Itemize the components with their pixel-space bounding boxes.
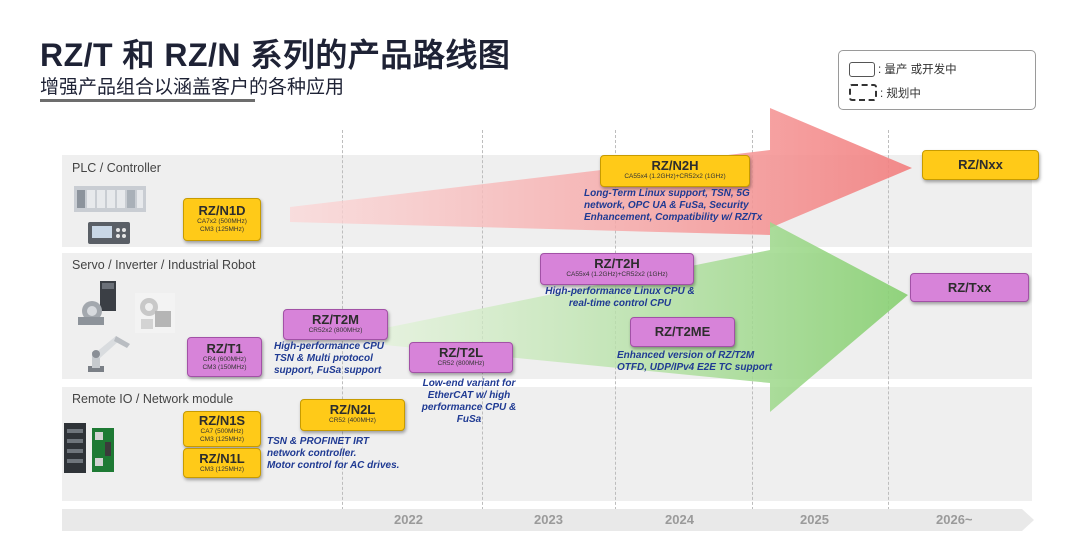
note-line: High-performance CPU xyxy=(274,341,385,352)
legend-label-in-production: : 量产 或开发中 xyxy=(878,64,957,76)
chip-rz-t2l[interactable]: RZ/T2L CR52 (800MHz) xyxy=(409,342,513,373)
note-line: FuSa xyxy=(456,414,482,425)
chip-rz-t2m[interactable]: RZ/T2M CR52x2 (800MHz) xyxy=(283,309,388,340)
note-line: Enhanced version of RZ/T2M xyxy=(617,350,755,361)
chip-rz-t1[interactable]: RZ/T1 CR4 (600MHz) CM3 (150MHz) xyxy=(187,337,262,377)
chip-rz-t2me[interactable]: RZ/T2ME xyxy=(630,317,735,347)
note-rz-n2l: TSN & PROFINET IRT network controller. M… xyxy=(267,436,417,472)
chip-spec: CR4 (600MHz) xyxy=(202,356,247,363)
chip-spec: CR52x2 (800MHz) xyxy=(308,327,363,334)
chip-rz-n1d[interactable]: RZ/N1D CA7x2 (500MHz) CM3 (125MHz) xyxy=(183,198,261,241)
controller-panel-icon xyxy=(88,222,130,244)
industrial-robot-arm-icon xyxy=(88,336,130,372)
year-label-2024: 2024 xyxy=(665,512,694,527)
chip-rz-n1s[interactable]: RZ/N1S CA7 (500MHz) CM3 (125MHz) xyxy=(183,411,261,447)
legend-item-in-production: : 量产 或开发中 xyxy=(849,61,957,77)
band-label-servo-inverter-robot: Servo / Inverter / Industrial Robot xyxy=(72,258,256,272)
note-line: TSN & Multi protocol xyxy=(274,353,373,364)
chip-name: RZ/N2H xyxy=(651,158,699,173)
chip-name: RZ/N1L xyxy=(199,451,245,466)
timeline-arrowhead xyxy=(1022,509,1034,531)
chip-spec: CR52 (400MHz) xyxy=(329,417,376,424)
timeline-bar xyxy=(62,509,1022,531)
chip-rz-nxx[interactable]: RZ/Nxx xyxy=(922,150,1039,180)
chip-name: RZ/T2ME xyxy=(654,324,711,339)
note-line: network, OPC UA & FuSa, Security xyxy=(584,200,749,211)
note-line: performance CPU & xyxy=(421,402,517,413)
note-rz-n2h: Long-Term Linux support, TSN, 5G network… xyxy=(584,188,784,224)
chip-spec: CM3 (150MHz) xyxy=(202,364,247,371)
chip-name: RZ/N1S xyxy=(198,413,246,428)
page-title: RZ/T 和 RZ/N 系列的产品路线图 xyxy=(40,37,511,73)
note-line: Enhancement, Compatibility w/ RZ/Tx xyxy=(584,212,763,223)
chip-name: RZ/T1 xyxy=(206,341,243,356)
chip-rz-n2l[interactable]: RZ/N2L CR52 (400MHz) xyxy=(300,399,405,431)
chip-spec: CM3 (125MHz) xyxy=(199,436,245,443)
note-line: Low-end variant for xyxy=(422,378,516,389)
chip-spec: CA55x4 (1.2GHz)+CR52x2 (1GHz) xyxy=(566,271,668,278)
note-line: EtherCAT w/ high xyxy=(427,390,511,401)
note-line: network controller. xyxy=(267,448,357,459)
chip-spec: CM3 (125MHz) xyxy=(199,226,245,233)
note-line: Motor control for AC drives. xyxy=(267,460,400,471)
page-subtitle: 增强产品组合以涵盖客户的各种应用 xyxy=(40,77,345,98)
title-underline xyxy=(40,99,255,102)
chip-spec: CR52 (800MHz) xyxy=(437,360,485,367)
remote-io-module-icon xyxy=(64,423,86,473)
note-line: OTFD, UDP/IPv4 E2E TC support xyxy=(617,362,773,373)
chip-name: RZ/Nxx xyxy=(958,157,1003,172)
year-label-2025: 2025 xyxy=(800,512,829,527)
chip-name: RZ/Txx xyxy=(947,280,992,295)
note-line: support, FuSa support xyxy=(274,365,382,376)
servo-motor-icon xyxy=(78,281,116,325)
servo-drive-icon xyxy=(135,293,175,333)
band-label-plc-controller: PLC / Controller xyxy=(72,161,161,175)
note-rz-t2me: Enhanced version of RZ/T2M OTFD, UDP/IPv… xyxy=(617,350,797,374)
note-rz-t2h: High-performance Linux CPU & real-time c… xyxy=(540,286,700,310)
legend: : 量产 或开发中 : 规划中 xyxy=(838,50,1036,110)
chip-name: RZ/T2L xyxy=(438,345,484,360)
note-rz-t2l: Low-end variant for EtherCAT w/ high per… xyxy=(410,378,528,426)
note-line: real-time control CPU xyxy=(568,298,672,309)
chip-name: RZ/T2M xyxy=(312,312,359,327)
chip-spec: CA55x4 (1.2GHz)+CR52x2 (1GHz) xyxy=(624,173,726,180)
year-label-2023: 2023 xyxy=(534,512,563,527)
chip-rz-n1l[interactable]: RZ/N1L CM3 (125MHz) xyxy=(183,448,261,478)
band-label-remote-io-network: Remote IO / Network module xyxy=(72,392,234,406)
chip-rz-txx[interactable]: RZ/Txx xyxy=(910,273,1029,302)
note-rz-t2m: High-performance CPU TSN & Multi protoco… xyxy=(274,341,394,377)
chip-name: RZ/N1D xyxy=(198,203,246,218)
chip-name: RZ/T2H xyxy=(594,256,640,271)
note-line: Long-Term Linux support, TSN, 5G xyxy=(584,188,750,199)
legend-item-planned: : 规划中 xyxy=(849,84,921,101)
network-module-icon xyxy=(92,428,114,472)
chip-rz-n2h[interactable]: RZ/N2H CA55x4 (1.2GHz)+CR52x2 (1GHz) xyxy=(600,155,750,187)
year-label-2026: 2026~ xyxy=(936,512,973,527)
chip-name: RZ/N2L xyxy=(329,402,376,417)
year-label-2022: 2022 xyxy=(394,512,423,527)
solid-box-icon xyxy=(849,61,875,77)
year-divider xyxy=(888,130,889,520)
dashed-box-icon xyxy=(849,84,877,101)
chip-spec: CM3 (125MHz) xyxy=(199,466,245,473)
chip-rz-t2h[interactable]: RZ/T2H CA55x4 (1.2GHz)+CR52x2 (1GHz) xyxy=(540,253,694,285)
chip-spec: CA7x2 (500MHz) xyxy=(197,218,247,225)
note-line: TSN & PROFINET IRT xyxy=(267,436,370,447)
chip-spec: CA7 (500MHz) xyxy=(200,428,244,435)
note-line: High-performance Linux CPU & xyxy=(545,286,695,297)
legend-label-planned: : 规划中 xyxy=(880,87,921,100)
plc-rack-icon xyxy=(74,186,146,212)
